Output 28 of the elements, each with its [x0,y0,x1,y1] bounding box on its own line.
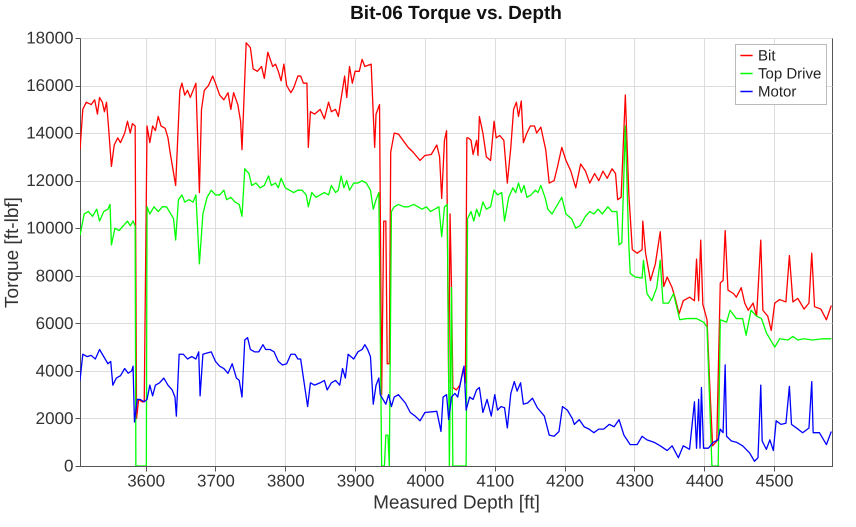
y-tick-label: 10000 [26,218,74,238]
y-tick-label: 18000 [26,28,74,48]
x-tick-label: 4300 [616,472,654,490]
x-tick-label: 3900 [336,472,375,490]
x-tick-label: 4500 [756,472,794,490]
x-tick-label: 3800 [266,472,305,490]
x-tick-label: 4000 [406,472,444,490]
x-tick-label: 4400 [686,472,724,490]
y-tick-label: 6000 [36,314,74,333]
y-tick-label: 14000 [26,124,74,143]
chart-title: Bit-06 Torque vs. Depth [350,3,562,24]
y-tick-label: 2000 [36,408,74,428]
x-axis-title: Measured Depth [ft] [373,492,540,514]
x-tick-label: 3600 [127,472,166,490]
x-tick-label: 4200 [546,472,584,490]
line-series [80,336,832,462]
legend-label: Top Drive [758,66,822,82]
y-tick-label: 12000 [26,171,74,190]
legend-label: Motor [758,84,796,100]
y-axis-title: Torque [ft-lbf] [2,197,24,308]
y-tick-label: 4000 [36,361,74,380]
x-tick-label: 4100 [476,472,514,490]
y-tick-label: 16000 [26,76,74,96]
y-tick-label: 0 [64,456,74,476]
legend-label: Bit [758,48,776,64]
x-tick-label: 3700 [197,472,235,490]
line-series [80,42,832,446]
y-tick-label: 8000 [36,266,74,286]
